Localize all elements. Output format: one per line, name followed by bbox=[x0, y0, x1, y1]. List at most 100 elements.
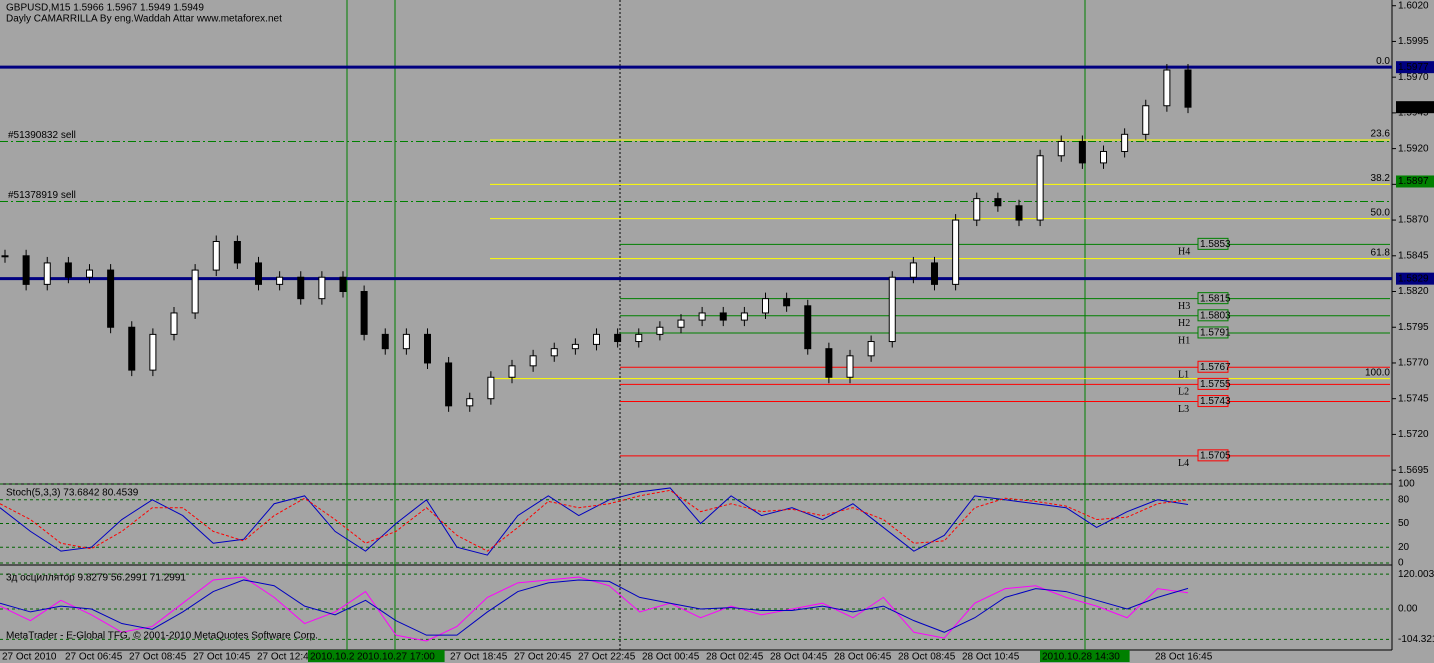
candle bbox=[1036, 155, 1044, 221]
candle bbox=[1, 255, 9, 258]
time-label: 28 Oct 16:45 bbox=[1155, 652, 1213, 663]
fibo-label: 38.2 bbox=[1371, 173, 1391, 184]
candle bbox=[43, 262, 51, 285]
candle bbox=[107, 269, 115, 328]
time-highlight bbox=[308, 650, 364, 662]
price-label: 1.5770 bbox=[1398, 358, 1429, 369]
level-box bbox=[1197, 360, 1229, 373]
fibo-label: 0.0 bbox=[1376, 56, 1390, 67]
level-name: H4 bbox=[1178, 247, 1190, 258]
price-label: 1.5745 bbox=[1398, 393, 1429, 404]
candle bbox=[529, 355, 537, 367]
time-label: 27 Oct 22:45 bbox=[578, 652, 636, 663]
price-label: 1.6020 bbox=[1398, 0, 1429, 11]
candle bbox=[867, 341, 875, 357]
level-value: 1.5853 bbox=[1200, 239, 1231, 250]
price-label: 1.5920 bbox=[1398, 143, 1429, 154]
candle bbox=[762, 298, 769, 314]
candle bbox=[424, 333, 431, 364]
panel-tick-label: 0 bbox=[1398, 558, 1404, 569]
candle bbox=[64, 262, 72, 278]
panel-tick-label: 0.00 bbox=[1398, 604, 1418, 615]
candle bbox=[191, 269, 199, 314]
price-tag-label: 1.5977 bbox=[1398, 62, 1429, 73]
level-value: 1.5755 bbox=[1200, 379, 1231, 390]
price-tag bbox=[1396, 101, 1434, 114]
osc-title: 3д осциллятор 9.8279 56.2991 71.2991 bbox=[6, 573, 186, 584]
candle bbox=[487, 376, 495, 400]
candle bbox=[656, 326, 664, 335]
price-label: 1.5995 bbox=[1398, 36, 1429, 47]
candle bbox=[22, 255, 30, 285]
candle bbox=[297, 276, 305, 300]
order-label: #51390832 sell bbox=[8, 130, 76, 141]
level-name: H2 bbox=[1178, 318, 1190, 329]
candle bbox=[825, 348, 833, 378]
time-label: 28 Oct 06:45 bbox=[834, 652, 892, 663]
level-name: L2 bbox=[1178, 387, 1189, 398]
price-label: 1.5970 bbox=[1398, 72, 1429, 83]
order-label: #51378919 sell bbox=[8, 190, 76, 201]
candle bbox=[1142, 105, 1150, 135]
level-value: 1.5815 bbox=[1200, 293, 1231, 304]
level-value: 1.5705 bbox=[1200, 450, 1231, 461]
price-label: 1.5695 bbox=[1398, 465, 1429, 476]
candle bbox=[170, 312, 178, 335]
candle bbox=[635, 333, 643, 343]
level-name: L3 bbox=[1178, 404, 1189, 415]
time-label: 27 Oct 06:45 bbox=[65, 652, 123, 663]
level-box bbox=[1197, 292, 1229, 305]
time-label: 2010.10.28 14:30 bbox=[1042, 652, 1120, 663]
candle bbox=[550, 348, 558, 357]
panel-tick-label: 100 bbox=[1398, 479, 1415, 490]
candle bbox=[677, 319, 685, 328]
osc-main-line bbox=[0, 576, 1189, 642]
candle bbox=[508, 365, 516, 378]
candle bbox=[402, 333, 410, 350]
candle bbox=[1078, 140, 1086, 164]
candle bbox=[1015, 205, 1023, 221]
time-highlight bbox=[1040, 650, 1130, 662]
stoch-signal-line bbox=[0, 489, 1189, 552]
price-tag bbox=[1396, 272, 1434, 285]
time-label: 28 Oct 10:45 bbox=[962, 652, 1020, 663]
price-tag-label: 1.5897 bbox=[1398, 176, 1429, 187]
time-label: 27 Oct 08:45 bbox=[129, 652, 187, 663]
price-label: 1.5845 bbox=[1398, 250, 1429, 261]
panel-tick-label: -104.3213 bbox=[1398, 634, 1434, 645]
time-label: 2010.10.27 bbox=[310, 652, 360, 663]
footer: MetaTrader - E-Global TFG, © 2001-2010 M… bbox=[6, 631, 318, 642]
indicator-info: Dayly CAMARRILLA By eng.Waddah Attar www… bbox=[6, 14, 282, 25]
candle bbox=[614, 333, 622, 343]
candle bbox=[571, 343, 579, 350]
panel-tick-label: 120.0034 bbox=[1398, 569, 1434, 580]
fibo-label: 50.0 bbox=[1371, 207, 1391, 218]
candle bbox=[740, 312, 748, 321]
time-label: 28 Oct 02:45 bbox=[706, 652, 764, 663]
candle bbox=[1057, 140, 1065, 157]
candle bbox=[339, 276, 347, 293]
level-name: H3 bbox=[1178, 301, 1190, 312]
osc-signal-line bbox=[0, 579, 1189, 636]
fibo-label: 23.6 bbox=[1371, 129, 1391, 140]
time-highlight bbox=[355, 650, 445, 662]
level-name: H1 bbox=[1178, 335, 1190, 346]
time-label: 27 Oct 12:45 bbox=[257, 652, 315, 663]
level-name: L4 bbox=[1178, 458, 1189, 469]
fibo-label: 61.8 bbox=[1371, 247, 1391, 258]
level-box bbox=[1197, 377, 1229, 390]
price-tag bbox=[1396, 175, 1434, 188]
candle bbox=[445, 362, 453, 407]
candle bbox=[783, 298, 791, 307]
level-value: 1.5743 bbox=[1200, 396, 1231, 407]
time-label: 27 Oct 20:45 bbox=[514, 652, 572, 663]
candle bbox=[149, 333, 157, 371]
candle bbox=[909, 262, 917, 278]
candle bbox=[804, 305, 812, 350]
level-value: 1.5791 bbox=[1200, 328, 1231, 339]
candle bbox=[360, 291, 368, 335]
candle bbox=[952, 219, 960, 285]
candle bbox=[276, 276, 284, 285]
